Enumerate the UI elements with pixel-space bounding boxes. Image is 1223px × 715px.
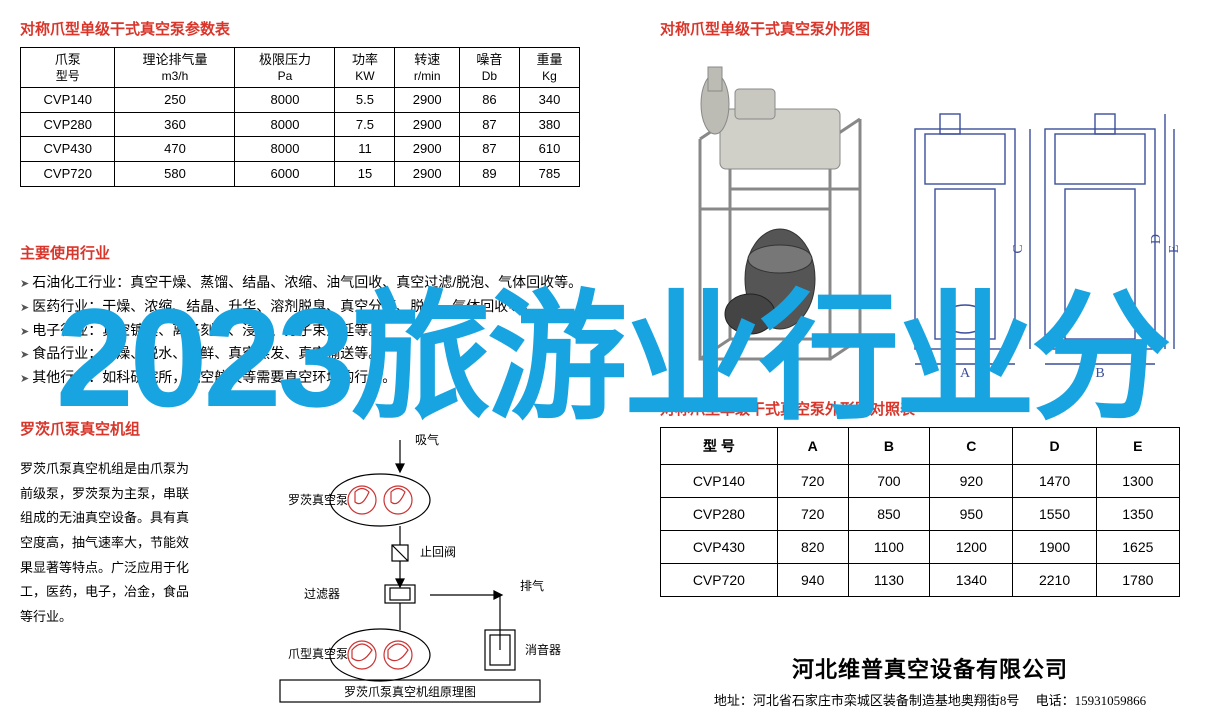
col-E: E [1096, 428, 1179, 465]
table-row: CVP14025080005.5290086340 [21, 88, 580, 113]
outline-section: 对称爪型单级干式真空泵外形图 [660, 10, 1200, 379]
list-item: 其他行业：如科研院所，航空航天等需要真空环境的行业。 [20, 366, 600, 390]
table-row: CVP4308201100120019001625 [661, 531, 1180, 564]
col-pressure: 极限压力Pa [235, 48, 335, 88]
list-item: 电子行业：真空镀膜、离子刻蚀、浸渍、分子束外延等。 [20, 319, 600, 343]
industries-list: 石油化工行业：真空干燥、蒸馏、结晶、浓缩、油气回收、真空过滤/脱泡、气体回收等。… [20, 271, 600, 390]
label-silencer: 消音器 [525, 642, 561, 657]
phone-label: 电话： [1036, 693, 1075, 708]
label-exhaust: 排气 [520, 578, 544, 593]
col-C: C [930, 428, 1013, 465]
col-speed: 转速r/min [395, 48, 459, 88]
col-B: B [848, 428, 930, 465]
page-root: 对称爪型单级干式真空泵参数表 爪泵型号 理论排气量m3/h 极限压力Pa 功率K… [0, 0, 1223, 715]
params-section: 对称爪型单级干式真空泵参数表 爪泵型号 理论排气量m3/h 极限压力Pa 功率K… [20, 10, 600, 187]
col-A: A [777, 428, 848, 465]
roots-description: 罗茨爪泵真空机组是由爪泵为前级泵，罗茨泵为主泵，串联组成的无油真空设备。具有真空… [20, 457, 200, 630]
company-name: 河北维普真空设备有限公司 [660, 652, 1200, 684]
footer: 河北维普真空设备有限公司 地址：河北省石家庄市栾城区装备制造基地奥翔街8号 电话… [660, 652, 1200, 709]
params-table: 爪泵型号 理论排气量m3/h 极限压力Pa 功率KW 转速r/min 噪音Db … [20, 47, 580, 187]
phone: 15931059866 [1075, 693, 1147, 708]
diagram-caption: 罗茨爪泵真空机组原理图 [344, 685, 476, 699]
label-roots: 罗茨真空泵 [288, 493, 348, 507]
col-D: D [1013, 428, 1096, 465]
table-row: CVP430470800011290087610 [21, 137, 580, 162]
table-row: CVP720580600015290089785 [21, 161, 580, 186]
list-item: 石油化工行业：真空干燥、蒸馏、结晶、浓缩、油气回收、真空过滤/脱泡、气体回收等。 [20, 271, 600, 295]
address: 河北省石家庄市栾城区装备制造基地奥翔街8号 [753, 693, 1020, 708]
contact-line: 地址：河北省石家庄市栾城区装备制造基地奥翔街8号 电话：15931059866 [660, 690, 1200, 709]
pump-3d-render [660, 59, 890, 379]
dim-section: 对称爪型单级干式真空泵外形图对照表 型 号 A B C D E CVP14072… [660, 390, 1200, 597]
industries-title: 主要使用行业 [20, 242, 600, 263]
dim-D: D [1149, 234, 1164, 244]
label-filter: 过滤器 [304, 587, 340, 601]
label-valve: 止回阀 [420, 545, 456, 559]
col-model: 型 号 [661, 428, 778, 465]
col-weight: 重量Kg [519, 48, 579, 88]
params-header-row: 爪泵型号 理论排气量m3/h 极限压力Pa 功率KW 转速r/min 噪音Db … [21, 48, 580, 88]
roots-section: 罗茨爪泵真空机组 罗茨爪泵真空机组是由爪泵为前级泵，罗茨泵为主泵，串联组成的无油… [20, 410, 600, 630]
params-title: 对称爪型单级干式真空泵参数表 [20, 18, 600, 39]
industries-section: 主要使用行业 石油化工行业：真空干燥、蒸馏、结晶、浓缩、油气回收、真空过滤/脱泡… [20, 234, 600, 390]
dim-C: C [1011, 244, 1026, 253]
label-claw: 爪型真空泵 [288, 647, 348, 661]
dim-table: 型 号 A B C D E CVP14072070092014701300 CV… [660, 427, 1180, 597]
outline-title: 对称爪型单级干式真空泵外形图 [660, 18, 1200, 39]
dim-E: E [1167, 245, 1180, 254]
col-model: 爪泵型号 [21, 48, 115, 88]
table-row: CVP14072070092014701300 [661, 465, 1180, 498]
list-item: 食品行业：干燥、脱水、保鲜、真空蒸发、真空输送等。 [20, 342, 600, 366]
outline-images-row: A B C D E [660, 49, 1200, 379]
address-label: 地址： [714, 693, 753, 708]
table-row: CVP28072085095015501350 [661, 498, 1180, 531]
dim-title: 对称爪型单级干式真空泵外形图对照表 [660, 398, 1200, 419]
schematic-svg: 吸气 罗茨真空泵 止回阀 过滤器 爪型真空泵 消音器 排气 罗茨爪泵真空机组原理… [240, 430, 590, 710]
list-item: 医药行业：干燥、浓缩、结晶、升华、溶剂脱臭、真空分离、脱附、气体回收等。 [20, 295, 600, 319]
table-row: CVP28036080007.5290087380 [21, 112, 580, 137]
dim-A: A [960, 366, 971, 379]
dim-header-row: 型 号 A B C D E [661, 428, 1180, 465]
roots-diagram: 吸气 罗茨真空泵 止回阀 过滤器 爪型真空泵 消音器 排气 罗茨爪泵真空机组原理… [240, 430, 590, 715]
outline-drawing: A B C D E [900, 89, 1180, 379]
params-body: CVP14025080005.5290086340 CVP28036080007… [21, 88, 580, 186]
col-noise: 噪音Db [459, 48, 519, 88]
col-power: 功率KW [335, 48, 395, 88]
label-inlet: 吸气 [415, 432, 439, 447]
table-row: CVP7209401130134022101780 [661, 564, 1180, 597]
col-flow: 理论排气量m3/h [115, 48, 235, 88]
dim-B: B [1095, 366, 1104, 379]
dim-body: CVP14072070092014701300 CVP2807208509501… [661, 465, 1180, 597]
